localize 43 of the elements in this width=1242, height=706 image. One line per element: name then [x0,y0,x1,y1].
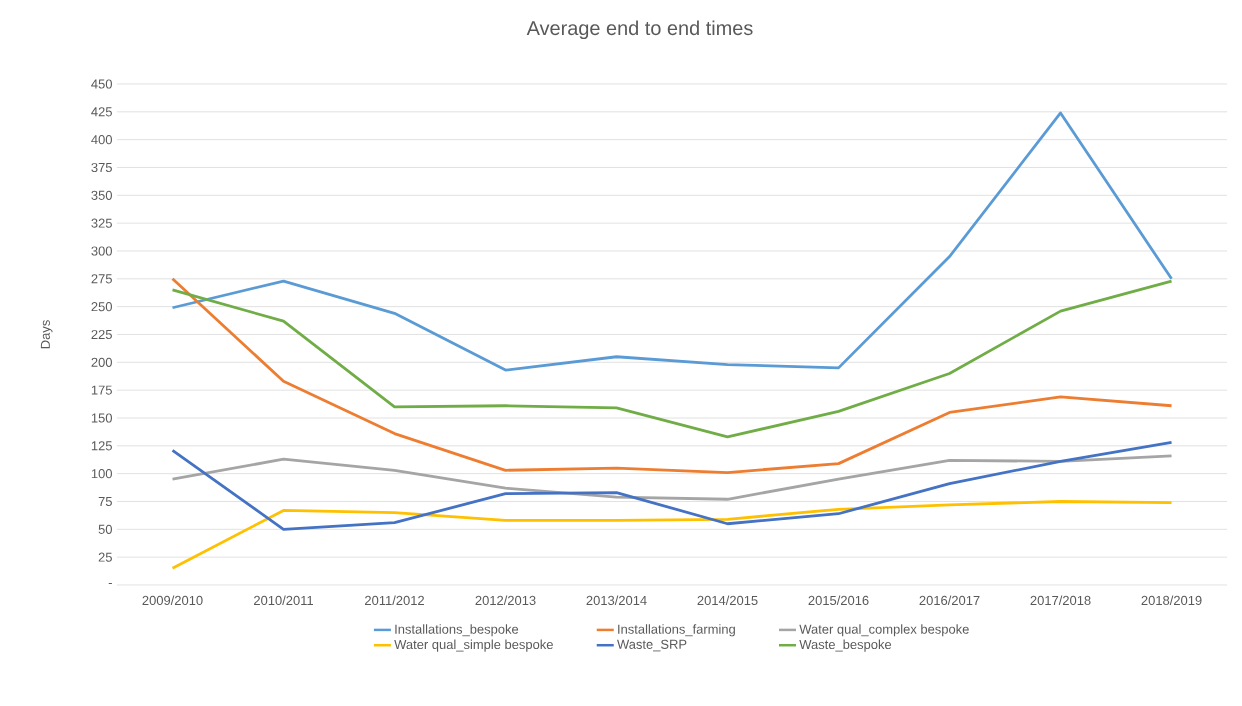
y-tick-label: 275 [91,274,112,284]
y-tick-label: 350 [91,190,112,200]
y-tick-label: 100 [91,469,112,479]
legend-label: Waste_bespoke [799,639,892,652]
x-tick-label: 2015/2016 [808,595,869,606]
line-series [171,279,1173,439]
y-tick-label: 50 [98,524,112,534]
legend-label: Waste_SRP [617,639,687,652]
y-tick-label: - [108,583,112,585]
x-tick-label: 2010/2011 [254,595,314,606]
y-tick-label: 250 [91,302,112,312]
y-axis-title: Days [40,320,53,349]
y-tick-label: 125 [91,441,112,451]
y-tick-label: 425 [91,107,112,117]
y-tick-label: 375 [91,162,112,173]
x-tick-label: 2017/2018 [1030,595,1091,606]
x-tick-label: 2014/2015 [697,595,758,606]
legend-label: Installations_bespoke [395,624,519,637]
y-tick-label: 225 [91,329,112,340]
x-tick-label: 2018/2019 [1141,595,1202,606]
line-series [171,111,1173,372]
line-series [171,277,1173,474]
x-tick-label: 2013/2014 [586,595,647,606]
chart-title: Average end to end times [526,20,753,40]
x-tick-label: 2016/2017 [919,595,980,606]
x-tick-label: 2012/2013 [475,595,536,606]
y-tick-label: 325 [91,218,112,228]
legend-label: Water qual_complex bespoke [799,624,969,637]
y-tick-label: 75 [98,496,112,506]
x-tick-label: 2009/2010 [142,595,203,606]
y-tick-label: 175 [91,385,112,395]
y-tick-label: 450 [91,79,112,89]
x-tick-label: 2011/2012 [365,595,424,606]
legend-label: Water qual_simple bespoke [394,639,553,652]
y-tick-label: 150 [91,413,112,423]
line-series [171,454,1173,501]
y-tick-label: 400 [91,135,112,145]
y-tick-label: 300 [91,246,112,256]
legend-label: Installations_farming [618,624,735,637]
y-tick-label: 200 [91,357,112,367]
line-series [171,500,1173,570]
line-series [171,441,1173,531]
y-tick-label: 25 [98,552,112,562]
